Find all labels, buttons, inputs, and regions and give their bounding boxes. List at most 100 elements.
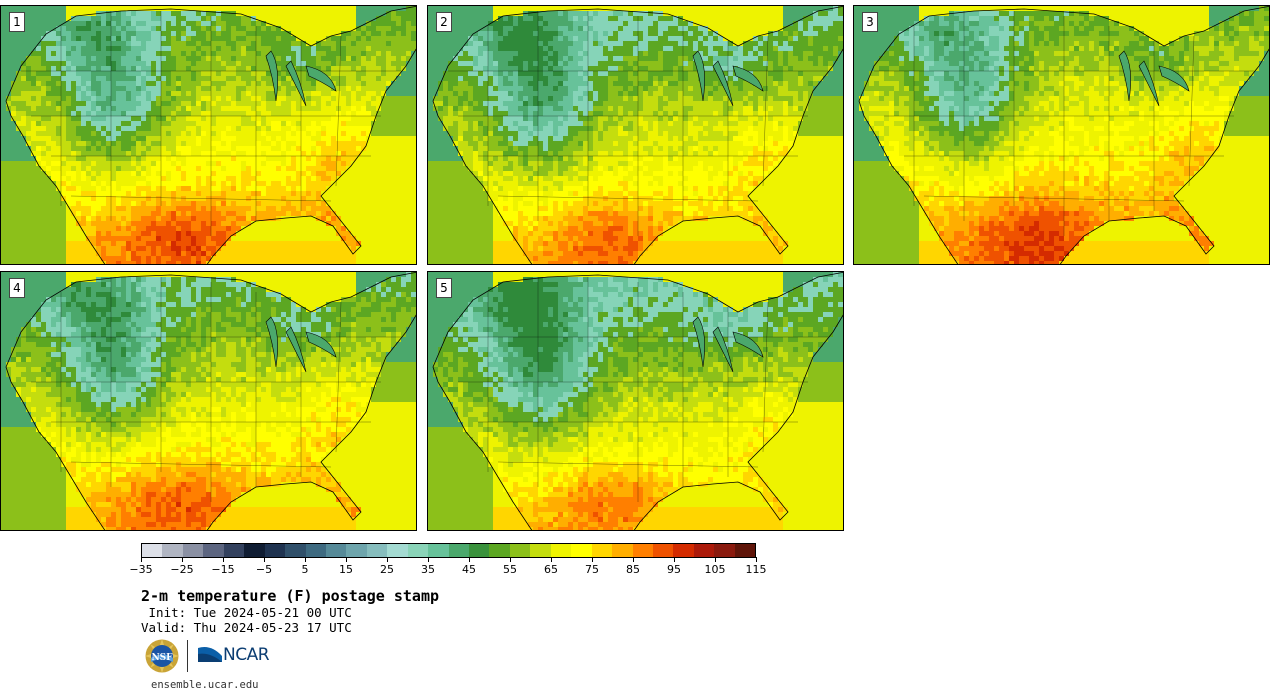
- colorbar-swatch: [264, 544, 286, 557]
- great-lake: [305, 65, 337, 92]
- colorbar-swatch: [162, 544, 183, 557]
- colorbar-swatch: [489, 544, 510, 557]
- init-time: Init: Tue 2024-05-21 00 UTC: [141, 605, 352, 620]
- colorbar-swatch: [530, 544, 551, 557]
- colorbar-swatch: [244, 544, 265, 557]
- colorbar-swatch: [591, 544, 613, 557]
- state-border: [70, 195, 332, 202]
- colorbar-tick: [633, 557, 634, 562]
- colorbar-tick-label: −15: [211, 563, 234, 576]
- ncar-logo-text: NCAR: [223, 645, 270, 665]
- colorbar-tick: [551, 557, 552, 562]
- colorbar-tick-label: 5: [302, 563, 309, 576]
- colorbar-tick-label: 55: [503, 563, 517, 576]
- colorbar-tick: [182, 557, 183, 562]
- member-number-label: 4: [9, 278, 25, 298]
- colorbar-tick: [305, 557, 306, 562]
- ncar-logo-icon: [198, 647, 222, 662]
- great-lake: [265, 50, 278, 102]
- colorbar-tick-label: 35: [421, 563, 435, 576]
- plot-title: 2-m temperature (F) postage stamp: [141, 587, 439, 605]
- colorbar-swatch: [673, 544, 694, 557]
- colorbar-swatch: [407, 544, 429, 557]
- website-url: ensemble.ucar.edu: [151, 679, 258, 691]
- colorbar-tick-label: −25: [170, 563, 193, 576]
- state-border: [497, 461, 759, 468]
- colorbar-swatch: [469, 544, 490, 557]
- colorbar-tick: [469, 557, 470, 562]
- colorbar-tick-label: 115: [746, 563, 767, 576]
- colorbar-tick-label: −35: [129, 563, 152, 576]
- ensemble-member-panel-5: 5: [427, 271, 844, 531]
- colorbar-tick: [223, 557, 224, 562]
- temperature-map: [854, 6, 1269, 264]
- colorbar-swatch: [142, 544, 163, 557]
- colorbar-swatch: [652, 544, 674, 557]
- colorbar-tick: [387, 557, 388, 562]
- great-lake: [305, 331, 337, 358]
- colorbar-tick-label: 105: [705, 563, 726, 576]
- great-lake: [285, 60, 307, 107]
- colorbar-swatch: [325, 544, 347, 557]
- great-lake: [712, 60, 734, 107]
- temperature-map: [428, 6, 843, 264]
- state-border: [497, 195, 759, 202]
- colorbar-swatch: [428, 544, 449, 557]
- colorbar-swatch: [305, 544, 326, 557]
- valid-time: Valid: Thu 2024-05-23 17 UTC: [141, 620, 352, 635]
- great-lake: [712, 326, 734, 373]
- great-lake: [1158, 65, 1190, 92]
- ensemble-member-panel-4: 4: [0, 271, 417, 531]
- great-lake: [692, 316, 705, 368]
- colorbar-tick: [428, 557, 429, 562]
- colorbar-tick: [715, 557, 716, 562]
- state-border: [762, 301, 769, 453]
- colorbar-tick-labels: −35 −25 −15 −5 5 15 25 35 45 55 65 75 85 95 105 115: [129, 557, 767, 577]
- colorbar-swatch: [203, 544, 224, 557]
- colorbar-tick: [510, 557, 511, 562]
- state-border: [70, 461, 332, 468]
- colorbar-swatch: [632, 544, 653, 557]
- colorbar-swatch: [387, 544, 408, 557]
- member-number-label: 3: [862, 12, 878, 32]
- great-lake: [265, 316, 278, 368]
- colorbar-tick: [756, 557, 757, 562]
- ensemble-member-panel-2: 2: [427, 5, 844, 265]
- colorbar-swatch: [571, 544, 592, 557]
- colorbar-tick: [141, 557, 142, 562]
- colorbar-tick-label: 95: [667, 563, 681, 576]
- colorbar-swatch: [612, 544, 633, 557]
- great-lake: [1118, 50, 1131, 102]
- state-border: [923, 195, 1185, 202]
- ensemble-member-panel-3: 3: [853, 5, 1270, 265]
- great-lake: [1138, 60, 1160, 107]
- colorbar-swatch: [346, 544, 367, 557]
- temperature-map: [1, 6, 416, 264]
- colorbar-tick-label: 85: [626, 563, 640, 576]
- colorbar-tick-label: −5: [256, 563, 272, 576]
- member-number-label: 5: [436, 278, 452, 298]
- colorbar-swatch: [182, 544, 204, 557]
- colorbar-swatch: [285, 544, 306, 557]
- member-number-label: 2: [436, 12, 452, 32]
- colorbar-tick: [346, 557, 347, 562]
- colorbar-tick: [592, 557, 593, 562]
- logo-divider: [187, 640, 188, 672]
- colorbar-tick-label: 25: [380, 563, 394, 576]
- colorbar-swatch: [223, 544, 245, 557]
- temperature-colorbar: [141, 543, 756, 558]
- colorbar-swatch: [448, 544, 469, 557]
- great-lake: [732, 331, 764, 358]
- state-border: [762, 35, 769, 187]
- ensemble-member-panel-1: 1: [0, 5, 417, 265]
- state-border: [335, 35, 342, 187]
- colorbar-tick-label: 65: [544, 563, 558, 576]
- colorbar-tick-label: 75: [585, 563, 599, 576]
- state-border: [1188, 35, 1195, 187]
- colorbar-tick: [264, 557, 265, 562]
- colorbar-swatch: [714, 544, 735, 557]
- colorbar-swatch: [734, 544, 756, 557]
- state-border: [335, 301, 342, 453]
- temperature-map: [428, 272, 843, 530]
- member-number-label: 1: [9, 12, 25, 32]
